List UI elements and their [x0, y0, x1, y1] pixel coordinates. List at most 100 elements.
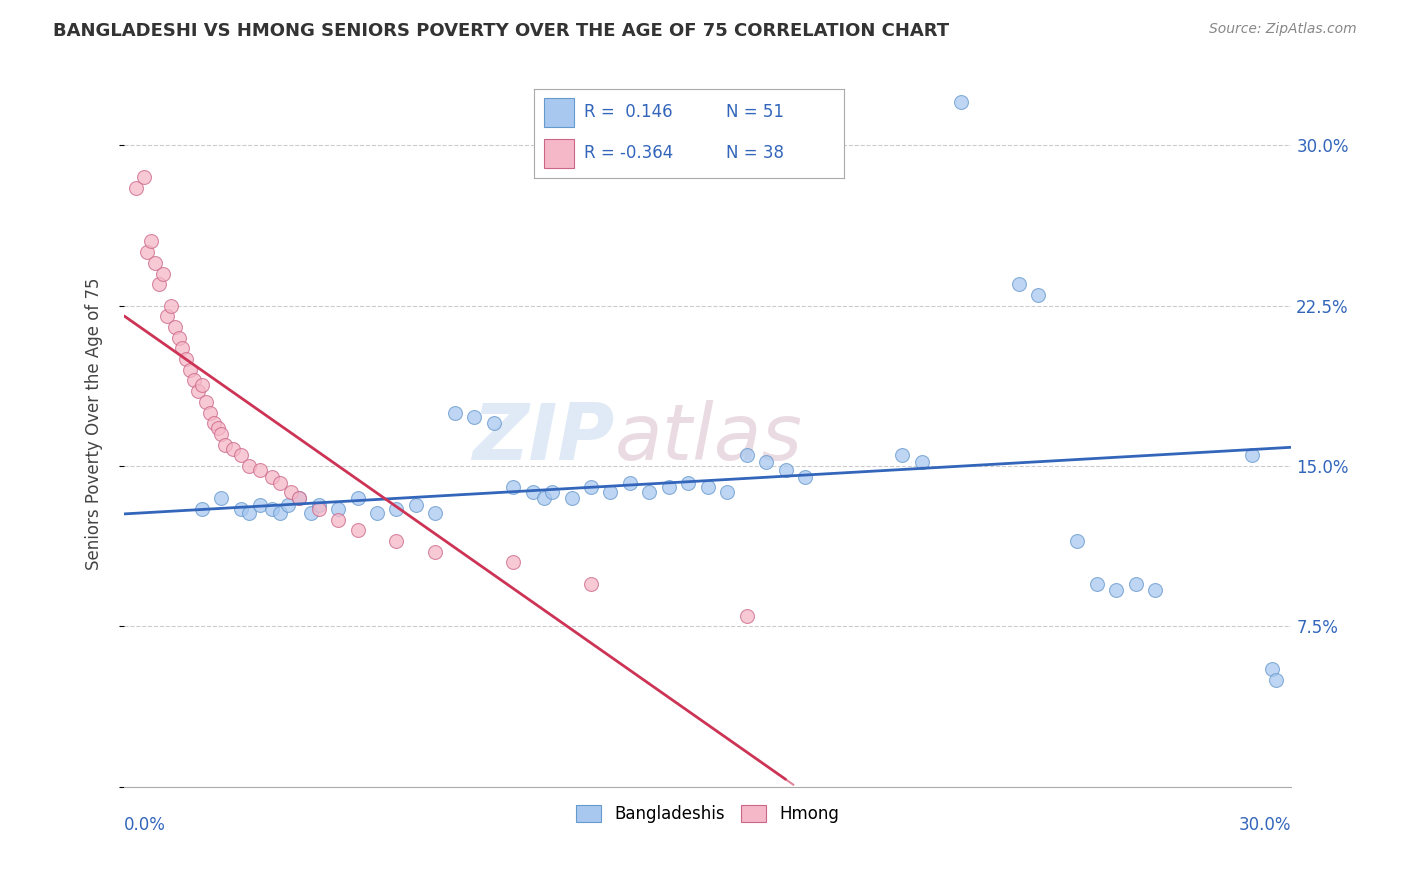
Point [366, 506, 388, 520]
Point [326, 512, 349, 526]
Point [183, 374, 205, 388]
Point [308, 501, 330, 516]
Point [533, 491, 555, 505]
Y-axis label: Seniors Poverty Over the Age of 75: Seniors Poverty Over the Age of 75 [86, 277, 103, 569]
Point [541, 484, 564, 499]
Text: R =  0.146: R = 0.146 [583, 103, 672, 121]
Point [579, 480, 602, 494]
Point [891, 448, 914, 462]
Text: atlas: atlas [614, 400, 803, 475]
Point [229, 448, 252, 462]
Point [198, 406, 221, 420]
Point [156, 310, 179, 324]
Point [167, 331, 190, 345]
Point [191, 377, 214, 392]
Point [238, 458, 260, 473]
Point [405, 498, 427, 512]
Point [482, 417, 505, 431]
FancyBboxPatch shape [544, 139, 575, 168]
Point [949, 95, 972, 110]
Point [214, 437, 236, 451]
Point [326, 501, 349, 516]
Point [159, 299, 181, 313]
Point [152, 267, 174, 281]
Text: BANGLADESHI VS HMONG SENIORS POVERTY OVER THE AGE OF 75 CORRELATION CHART: BANGLADESHI VS HMONG SENIORS POVERTY OVE… [53, 22, 949, 40]
Point [385, 533, 408, 548]
Point [463, 409, 485, 424]
Point [187, 384, 209, 399]
Point [579, 576, 602, 591]
Point [191, 501, 214, 516]
Point [277, 498, 299, 512]
Point [346, 491, 368, 505]
Point [346, 523, 368, 537]
Point [194, 395, 217, 409]
Point [132, 170, 155, 185]
Point [136, 245, 159, 260]
Text: ZIP: ZIP [472, 400, 614, 475]
Point [1241, 448, 1264, 462]
Point [308, 498, 330, 512]
Point [522, 484, 544, 499]
Point [638, 484, 661, 499]
Point [735, 448, 758, 462]
Point [202, 417, 225, 431]
Legend: Bangladeshis, Hmong: Bangladeshis, Hmong [569, 798, 846, 830]
Point [425, 544, 447, 558]
Point [502, 480, 524, 494]
Point [911, 455, 934, 469]
Point [1066, 533, 1088, 548]
Point [229, 501, 252, 516]
Point [280, 484, 302, 499]
Text: 30.0%: 30.0% [1239, 816, 1291, 834]
Point [385, 501, 408, 516]
Point [222, 442, 245, 456]
Text: Source: ZipAtlas.com: Source: ZipAtlas.com [1209, 22, 1357, 37]
Point [148, 277, 170, 292]
Point [269, 506, 291, 520]
Point [696, 480, 718, 494]
Text: N = 38: N = 38 [725, 145, 785, 162]
Point [794, 469, 817, 483]
Point [735, 608, 758, 623]
Point [716, 484, 738, 499]
Point [1085, 576, 1108, 591]
Point [163, 320, 186, 334]
Point [288, 491, 311, 505]
Point [288, 491, 311, 505]
Point [1105, 583, 1128, 598]
Point [502, 555, 524, 569]
Point [775, 463, 797, 477]
Point [299, 506, 322, 520]
Point [249, 498, 271, 512]
Point [1028, 288, 1050, 302]
Point [209, 427, 232, 442]
Point [260, 469, 283, 483]
Point [209, 491, 232, 505]
Point [179, 363, 201, 377]
Point [425, 506, 447, 520]
Point [1264, 673, 1286, 687]
Point [658, 480, 681, 494]
Point [125, 181, 148, 195]
Point [172, 342, 194, 356]
Point [249, 463, 271, 477]
Text: 0.0%: 0.0% [124, 816, 166, 834]
Point [269, 476, 291, 491]
Point [443, 406, 465, 420]
Point [238, 506, 260, 520]
Point [1008, 277, 1031, 292]
Point [619, 476, 641, 491]
Point [599, 484, 621, 499]
Text: N = 51: N = 51 [725, 103, 785, 121]
Point [1261, 662, 1284, 676]
Point [176, 352, 198, 367]
Point [755, 455, 778, 469]
Point [141, 235, 163, 249]
FancyBboxPatch shape [544, 98, 575, 127]
Point [1125, 576, 1147, 591]
Point [260, 501, 283, 516]
Point [678, 476, 700, 491]
Text: R = -0.364: R = -0.364 [583, 145, 673, 162]
Point [207, 420, 229, 434]
